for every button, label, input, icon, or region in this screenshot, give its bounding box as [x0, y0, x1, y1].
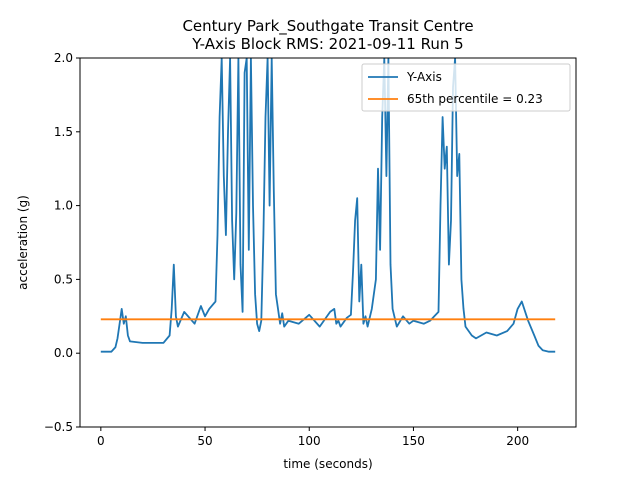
axes-frame [79, 57, 577, 428]
tick-layer: 0 50 100 150 200 −0.5 0.0 0.5 1.0 1.5 2.0 [44, 51, 529, 448]
x-tick-label: 100 [298, 434, 321, 448]
chart-subtitle: Y-Axis Block RMS: 2021-09-11 Run 5 [191, 35, 463, 53]
x-tick-label: 50 [197, 434, 212, 448]
chart-title: Century Park_Southgate Transit Centre [182, 17, 473, 36]
x-tick-label: 0 [97, 434, 105, 448]
y-tick-label: 0.0 [54, 346, 73, 360]
x-tick-label: 150 [402, 434, 425, 448]
y-axis-label: acceleration (g) [16, 195, 30, 290]
legend: Y-Axis 65th percentile = 0.23 [361, 63, 571, 112]
y-tick-label: −0.5 [44, 420, 73, 434]
x-axis-label: time (seconds) [283, 457, 372, 471]
legend-box [361, 63, 571, 112]
y-tick-label: 1.0 [54, 199, 73, 213]
legend-label-y-axis: Y-Axis [406, 70, 442, 84]
y-tick-label: 2.0 [54, 51, 73, 65]
y-tick-label: 1.5 [54, 125, 73, 139]
x-tick-label: 200 [506, 434, 529, 448]
legend-label-65th-percentile: 65th percentile = 0.23 [407, 92, 543, 106]
y-tick-label: 0.5 [54, 272, 73, 286]
